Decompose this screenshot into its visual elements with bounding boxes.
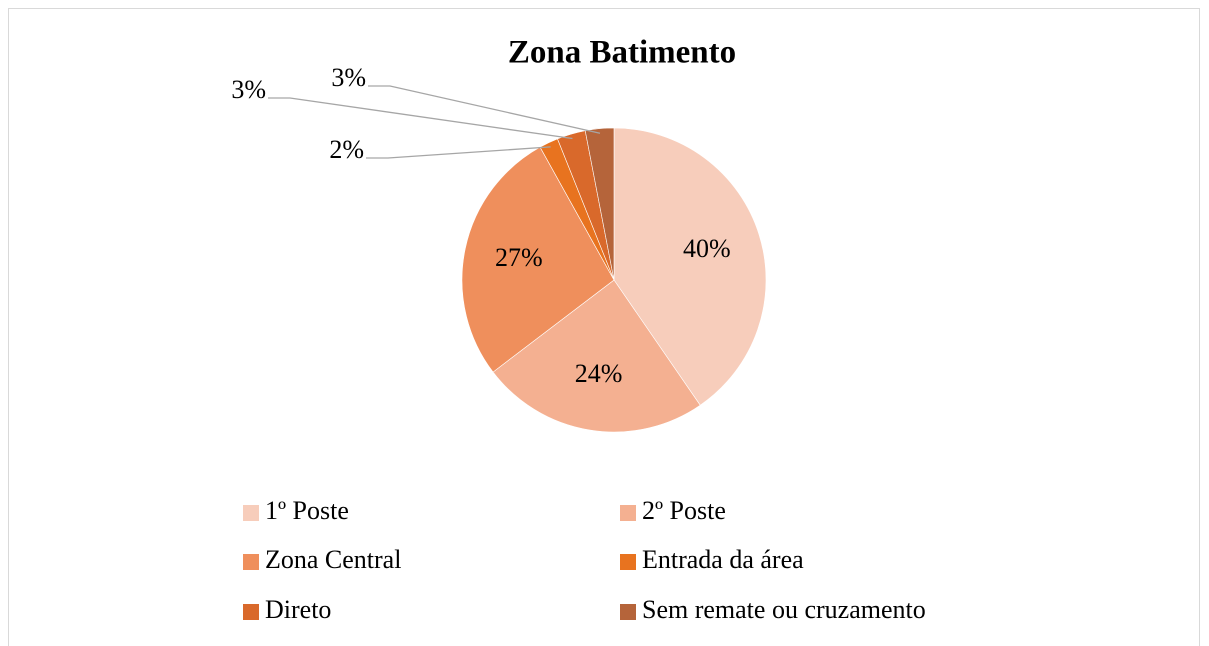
leader-line: [366, 146, 551, 159]
legend-swatch: [243, 505, 259, 521]
leader-line: [368, 85, 601, 134]
pie-slice: [613, 127, 767, 406]
chart-title: Zona Batimento: [508, 35, 736, 71]
data-label: 3%: [331, 63, 366, 92]
legend-swatch: [620, 505, 636, 521]
legend-label: Entrada da área: [642, 545, 804, 574]
legend-label: 2º Poste: [642, 496, 726, 525]
data-label: 27%: [495, 243, 543, 272]
legend-label: Direto: [265, 595, 331, 624]
leader-line: [268, 97, 573, 140]
legend-label: 1º Poste: [265, 496, 349, 525]
pie-slice: [461, 146, 615, 373]
legend-label: Zona Central: [265, 545, 401, 574]
data-label: 24%: [575, 359, 623, 388]
data-label: 3%: [231, 75, 266, 104]
chart-frame: [8, 8, 1200, 646]
legend-swatch: [620, 554, 636, 570]
legend-label: Sem remate ou cruzamento: [642, 595, 926, 624]
pie-slice: [584, 127, 615, 281]
pie-slice: [492, 279, 701, 433]
legend-swatch: [620, 604, 636, 620]
legend-swatch: [243, 604, 259, 620]
data-label: 40%: [683, 234, 731, 263]
legend-swatch: [243, 554, 259, 570]
data-label: 2%: [329, 135, 364, 164]
